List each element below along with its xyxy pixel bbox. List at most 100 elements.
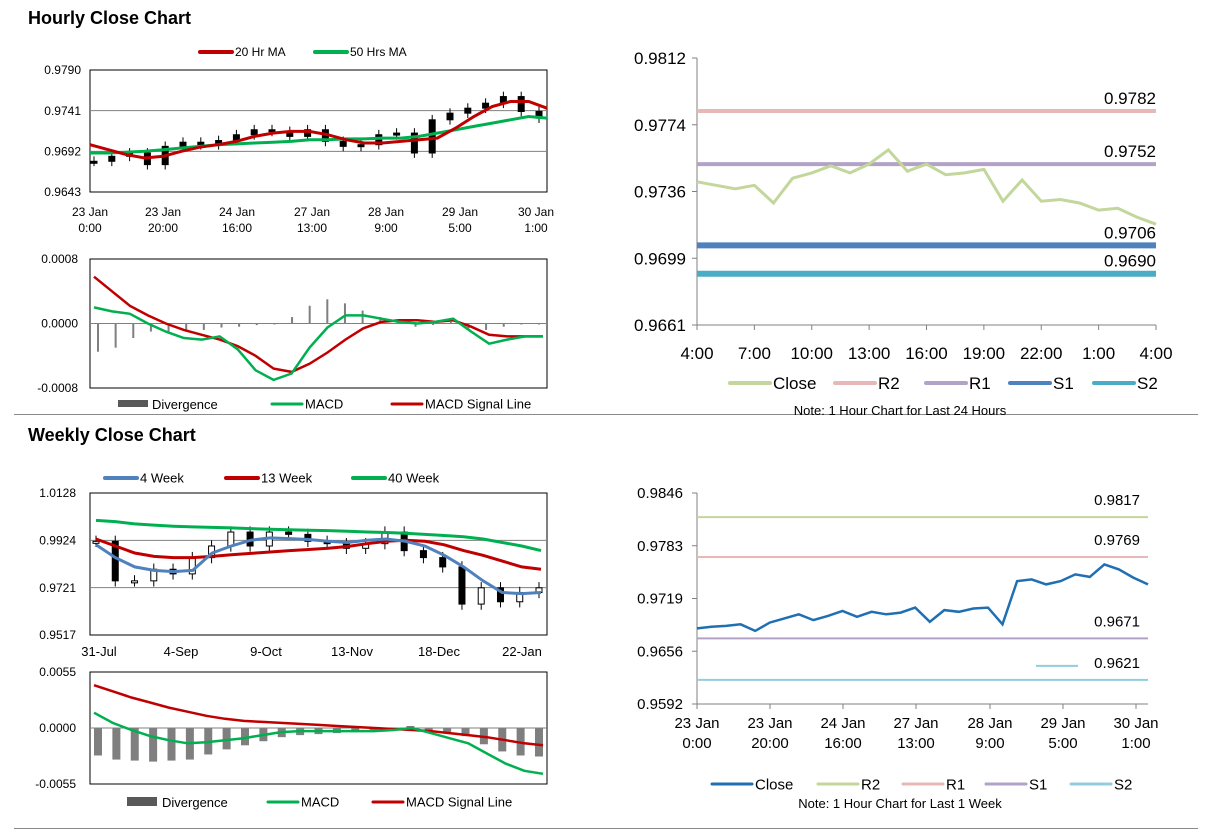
weekly-close-xtick-date: 24 Jan [820, 715, 865, 732]
hourly-close-xtick-label: 4:00 [680, 344, 713, 363]
hourly-divergence-bar [520, 323, 523, 325]
weekly-close-xtick-date: 29 Jan [1040, 715, 1085, 732]
weekly-price-legend-4week-label: 4 Week [140, 471, 184, 486]
weekly-close-ytick-label: 0.9783 [637, 538, 683, 555]
weekly-close-line [696, 562, 1149, 633]
hourly-price-xtick-date: 30 Jan [518, 205, 554, 219]
hourly-divergence-bar [97, 323, 99, 352]
hourly-20hr-ma-line [89, 100, 548, 160]
weekly-price-candle-body [439, 557, 447, 568]
weekly-divergence-bar [149, 728, 158, 762]
weekly-close-xtick-time: 20:00 [751, 735, 789, 752]
hourly-divergence-bar [220, 323, 223, 328]
hourly-close-ytick-label: 0.9812 [634, 49, 686, 68]
hourly-price-xtick-date: 29 Jan [442, 205, 478, 219]
hourly-divergence-bar [185, 323, 188, 332]
hourly-macd-legend-macd-label: MACD [305, 397, 343, 412]
weekly-macd-ytick-label: 0.0055 [39, 665, 76, 679]
weekly-divergence-bar [424, 728, 433, 731]
hourly-price-candle-body [428, 119, 436, 154]
hourly-price-xtick-time: 1:00 [524, 221, 548, 235]
hourly-price-xtick-date: 28 Jan [368, 205, 404, 219]
weekly-close-xtick-time: 16:00 [824, 735, 862, 752]
weekly-close-legend-r2-label: R2 [861, 776, 880, 793]
hourly-price-candle-body [179, 141, 187, 147]
hourly-price-xtick-time: 16:00 [222, 221, 252, 235]
weekly-macd-ytick-label: 0.0000 [39, 721, 76, 735]
hourly-price-candle-body [339, 140, 347, 147]
hourly-price-xtick-date: 27 Jan [294, 205, 330, 219]
weekly-macd-legend-macd-label: MACD [301, 795, 339, 810]
weekly-divergence-bar [461, 728, 470, 737]
hourly-divergence-bar [273, 323, 276, 325]
weekly-close-xtick-date: 23 Jan [674, 715, 719, 732]
weekly-price-xtick-label: 4-Sep [164, 644, 199, 659]
weekly-price-candle-body [131, 580, 139, 584]
hourly-divergence-bar [449, 321, 452, 324]
weekly-macd-legend-divergence-swatch [127, 797, 157, 806]
weekly-40week-line [95, 518, 542, 553]
hourly-price-candle-body [446, 112, 454, 121]
weekly-divergence-bar [241, 728, 249, 746]
weekly-price-candle-body [419, 550, 427, 559]
hourly-price-candle-body [108, 155, 116, 162]
weekly-price-ytick-label: 0.9721 [39, 581, 76, 595]
hourly-close-legend-r2-label: R2 [878, 374, 900, 393]
weekly-price-xtick-label: 18-Dec [418, 644, 460, 659]
hourly-close-xtick-label: 7:00 [738, 344, 771, 363]
hourly-divergence-bar [343, 303, 346, 324]
weekly-close-xtick-time: 1:00 [1121, 735, 1150, 752]
weekly-close-ytick-label: 0.9592 [637, 696, 683, 713]
hourly-divergence-bar [308, 305, 311, 324]
weekly-price-candle-body [477, 587, 485, 605]
hourly-divergence-bar [485, 323, 488, 330]
hourly-macd-signal-line [93, 275, 543, 374]
hourly-50hr-ma-line [90, 114, 548, 155]
hourly-macd-legend-signal-label: MACD Signal Line [425, 397, 531, 412]
hourly-price-candle-body [393, 132, 401, 136]
hourly-price-candle-body [482, 102, 490, 109]
hourly-price-xtick-time: 20:00 [148, 221, 178, 235]
hourly-close-xtick-label: 10:00 [790, 344, 833, 363]
weekly-price-candle-body [496, 587, 504, 603]
hourly-close-level-label: 0.9690 [1104, 252, 1156, 271]
weekly-close-ytick-label: 0.9846 [637, 485, 683, 502]
weekly-close-xtick-time: 5:00 [1048, 735, 1077, 752]
hourly-price-candle-body [197, 141, 205, 146]
weekly-price-candle-body [92, 540, 100, 544]
weekly-close-level-label: 0.9671 [1094, 613, 1140, 630]
bottom-divider [14, 828, 1198, 829]
weekly-price-xtick-label: 9-Oct [250, 644, 282, 659]
hourly-price-xtick-date: 23 Jan [145, 205, 181, 219]
hourly-close-legend-r1-label: R1 [969, 374, 991, 393]
hourly-close-level-label: 0.9706 [1104, 223, 1156, 242]
weekly-price-ytick-label: 1.0128 [39, 486, 76, 500]
hourly-price-candle-body [464, 107, 472, 114]
hourly-price-xtick-date: 24 Jan [219, 205, 255, 219]
hourly-price-candle-body [268, 129, 276, 133]
weekly-close-xtick-date: 28 Jan [967, 715, 1012, 732]
hourly-close-level-label: 0.9782 [1104, 89, 1156, 108]
hourly-close-legend-s2-label: S2 [1137, 374, 1158, 393]
weekly-close-xtick-date: 23 Jan [747, 715, 792, 732]
hourly-divergence-bar [149, 323, 152, 332]
hourly-price-xtick-time: 5:00 [448, 221, 472, 235]
hourly-price-ytick-label: 0.9741 [44, 104, 81, 118]
hourly-price-candle-body [517, 96, 525, 112]
hourly-section-title: Hourly Close Chart [28, 8, 192, 28]
hourly-divergence-bar [238, 323, 241, 327]
weekly-close-xtick-date: 30 Jan [1113, 715, 1158, 732]
hourly-price-xtick-time: 0:00 [78, 221, 102, 235]
hourly-close-level-label: 0.9752 [1104, 142, 1156, 161]
weekly-macd-signal-line [93, 684, 544, 747]
weekly-close-legend-s2-label: S2 [1114, 776, 1132, 793]
weekly-close-legend-close-label: Close [755, 776, 793, 793]
hourly-macd-legend-divergence-label: Divergence [152, 397, 218, 412]
hourly-divergence-bar [114, 323, 117, 348]
weekly-close-xtick-date: 27 Jan [893, 715, 938, 732]
weekly-divergence-bar [167, 728, 176, 761]
hourly-divergence-bar [326, 299, 329, 324]
weekly-divergence-bar [443, 728, 452, 734]
weekly-close-xtick-time: 0:00 [682, 735, 711, 752]
hourly-macd-legend-divergence-swatch [118, 400, 148, 407]
